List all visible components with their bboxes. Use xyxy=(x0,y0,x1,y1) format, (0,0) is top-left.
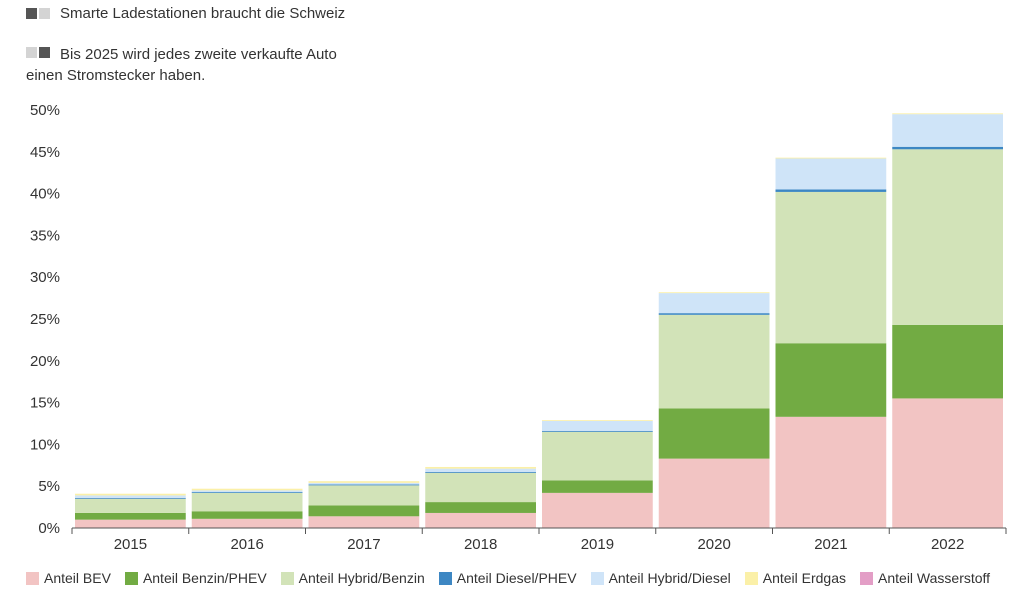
bar-segment xyxy=(775,189,887,192)
legend-swatch xyxy=(590,571,604,585)
y-tick-label: 20% xyxy=(30,353,60,370)
bar-segment xyxy=(892,114,1003,147)
bar-segment xyxy=(658,458,770,528)
legend-swatch xyxy=(26,571,39,585)
y-tick-label: 25% xyxy=(30,311,60,328)
legend-swatch xyxy=(124,571,138,585)
bar-segment xyxy=(658,314,770,409)
stacked-bar-chart: 0% 5% 10% 15% 20% 25% 30% 35% 40% 45% 50% 2015 2016 2… xyxy=(30,102,1007,553)
x-tick-label: 2020 xyxy=(697,536,730,553)
bar-segment xyxy=(75,497,186,499)
legend-item: Anteil Erdgas xyxy=(744,570,847,586)
x-tick-label: 2021 xyxy=(814,536,847,553)
bar-segment xyxy=(75,512,186,520)
bar-segment xyxy=(191,488,303,491)
legend-label: Anteil BEV xyxy=(44,570,111,586)
bar-segment xyxy=(308,481,420,483)
bar-segment xyxy=(75,493,186,496)
bar-segment xyxy=(775,158,887,190)
legend-label: Anteil Benzin/PHEV xyxy=(142,570,267,586)
legend-item: Anteil Diesel/PHEV xyxy=(438,570,577,586)
heading-2-text-a: Bis 2025 wird jedes zweite verkaufte Aut… xyxy=(60,46,337,63)
legend-label: Anteil Wasserstoff xyxy=(878,570,991,586)
bar-segment xyxy=(308,485,420,506)
bar-segment xyxy=(425,466,536,469)
legend-swatch xyxy=(744,571,758,585)
y-tick-label: 10% xyxy=(30,436,60,453)
bar-segment xyxy=(658,313,770,315)
bar-segment xyxy=(775,343,887,417)
x-tick-label: 2016 xyxy=(230,536,263,553)
bar-segment xyxy=(75,498,186,513)
legend-label: Anteil Hybrid/Benzin xyxy=(298,570,425,586)
bar-segment xyxy=(658,408,770,459)
y-tick-label: 5% xyxy=(38,478,60,495)
bar-segment xyxy=(425,468,536,472)
bar-segment xyxy=(775,157,887,159)
y-tick-label: 15% xyxy=(30,395,60,412)
bar-segment xyxy=(892,149,1003,325)
heading-2: Bis 2025 wird jedes zweite verkaufte Aut… xyxy=(26,44,337,86)
bar-segment xyxy=(308,505,420,517)
bar-segment xyxy=(308,482,420,485)
legend-item: Anteil Hybrid/Benzin xyxy=(280,570,425,586)
squares-icon xyxy=(26,8,50,19)
legend-label: Anteil Diesel/PHEV xyxy=(456,570,577,586)
x-tick-label: 2022 xyxy=(931,536,964,553)
legend-swatch xyxy=(860,571,874,585)
bar-segment xyxy=(425,471,536,473)
heading-1-text: Smarte Ladestationen braucht die Schweiz xyxy=(60,5,346,22)
bar-segment xyxy=(892,146,1003,150)
y-tick-label: 0% xyxy=(38,520,60,537)
x-tick-label: 2019 xyxy=(581,536,614,553)
squares-icon xyxy=(26,47,50,58)
y-tick-label: 30% xyxy=(30,269,60,286)
y-tick-label: 50% xyxy=(30,102,60,119)
bar-segment xyxy=(775,191,887,344)
heading-2-text-b: einen Stromstecker haben. xyxy=(26,67,206,84)
chart-legend: Anteil BEV Anteil Benzin/PHEV Anteil Hybri… xyxy=(26,570,990,586)
bar-segment xyxy=(308,484,420,486)
bar-segment xyxy=(658,292,770,294)
bar-segment xyxy=(191,518,303,528)
bar-segment xyxy=(425,502,536,513)
legend-item: Anteil Benzin/PHEV xyxy=(124,570,267,586)
bar-segment xyxy=(308,516,420,528)
bar-segment xyxy=(892,113,1003,115)
bar-segment xyxy=(75,519,186,528)
bar-segment xyxy=(191,490,303,493)
bar-segment xyxy=(775,416,887,528)
legend-item: Anteil Wasserstoff xyxy=(860,570,990,586)
bar-segment xyxy=(542,492,653,528)
bar-segment xyxy=(542,480,653,493)
legend-swatch xyxy=(280,571,294,585)
bar-segment xyxy=(542,431,653,481)
legend-label: Anteil Hybrid/Diesel xyxy=(608,570,731,586)
bar-segment xyxy=(191,511,303,519)
bar-segment xyxy=(191,492,303,493)
y-tick-label: 45% xyxy=(30,144,60,161)
y-tick-label: 40% xyxy=(30,186,60,203)
x-tick-label: 2015 xyxy=(114,536,147,553)
heading-1: Smarte Ladestationen braucht die Schweiz xyxy=(26,5,345,22)
bar-segment xyxy=(542,431,653,432)
bar-segment xyxy=(75,495,186,498)
bar-segment xyxy=(658,293,770,314)
y-tick-label: 35% xyxy=(30,227,60,244)
bar-segment xyxy=(191,492,303,512)
bar-segment xyxy=(425,472,536,503)
x-tick-label: 2018 xyxy=(464,536,497,553)
bar-segment xyxy=(425,512,536,528)
bar-segment xyxy=(892,398,1003,528)
legend-swatch xyxy=(438,571,452,585)
bar-segment xyxy=(542,420,653,432)
legend-label: Anteil Erdgas xyxy=(762,570,847,586)
bar-segment xyxy=(892,324,1003,399)
legend-item: Anteil Hybrid/Diesel xyxy=(590,570,731,586)
x-tick-label: 2017 xyxy=(347,536,380,553)
legend-item: Anteil BEV xyxy=(26,570,111,586)
bar-segment xyxy=(542,420,653,421)
